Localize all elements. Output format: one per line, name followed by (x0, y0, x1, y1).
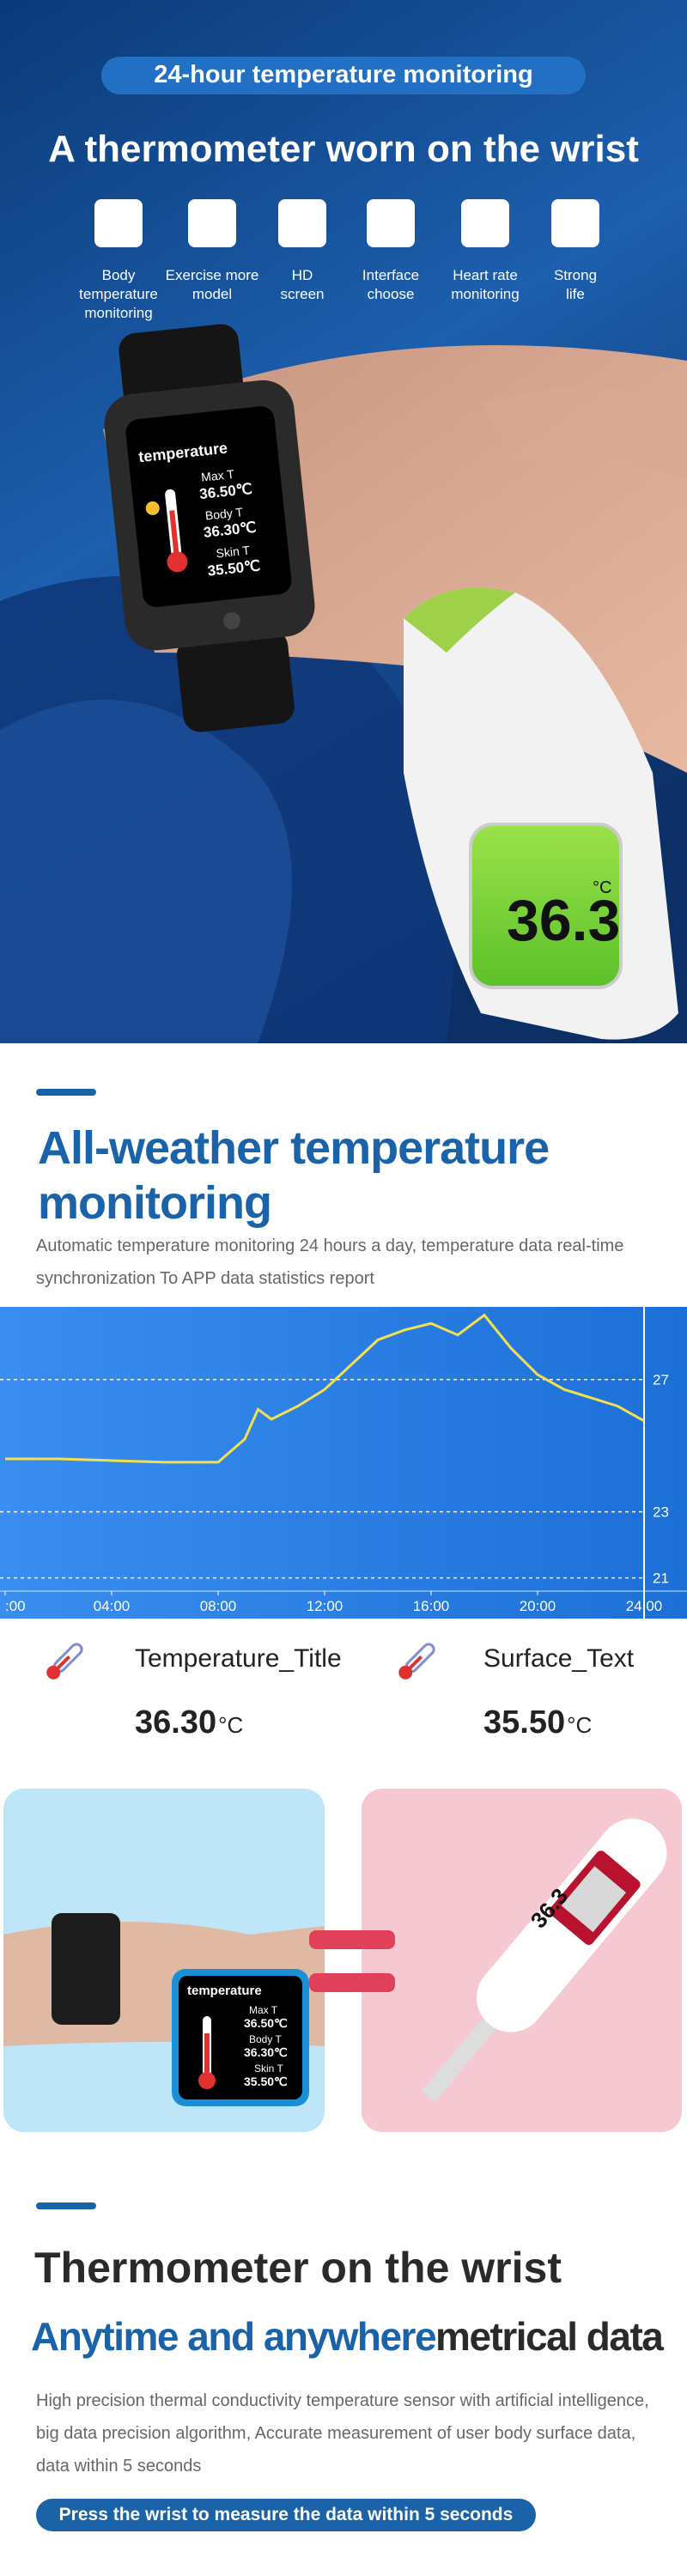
x-tick-label: 16:00 (413, 1598, 450, 1614)
reading-value: 36.30°C (135, 1704, 243, 1741)
feature-icon (188, 199, 236, 247)
feature-label: Exercise more (165, 267, 259, 283)
watch-value: 36.30℃ (244, 2045, 288, 2059)
feature: Interface choose (341, 199, 441, 304)
thermo-icon (39, 1636, 90, 1687)
feature-label: HD (291, 267, 313, 283)
feature-icon (94, 199, 143, 247)
feature-label: model (192, 286, 233, 302)
section-text: High precision thermal conductivity temp… (36, 2391, 649, 2476)
feature-label: Interface (362, 267, 420, 283)
feature-label: screen (280, 286, 325, 302)
feature: Heart rate monitoring (435, 199, 535, 304)
watch-value: 36.50℃ (244, 2016, 288, 2030)
x-tick-label: 20:00 (520, 1598, 556, 1614)
watch-label: Skin T (254, 2063, 283, 2075)
y-tick-label: 21 (653, 1571, 669, 1587)
x-tick-label: 04:00 (94, 1598, 131, 1614)
feature-label: monitoring (84, 305, 153, 321)
subtitle-highlight: Anytime and anywhere (31, 2314, 437, 2359)
y-tick-label: 27 (653, 1372, 669, 1388)
feature-label: monitoring (451, 286, 520, 302)
comparison: temperature Max T 36.50℃ Body T 36.30℃ S… (3, 1789, 682, 2132)
x-tick-label: 12:00 (307, 1598, 344, 1614)
feature-label: Body (101, 267, 136, 283)
reading-unit: °C (567, 1712, 593, 1738)
temperature-chart: 21 23 27 :00 04:00 08:00 12:00 16:00 20:00 24:00 (0, 1307, 687, 1619)
feature-label: Heart rate (453, 267, 518, 283)
feature: HD screen (252, 199, 352, 304)
feature-label: temperature (79, 286, 158, 302)
feature-icon (551, 199, 599, 247)
feature: Strong life (526, 199, 625, 304)
feature-label: Strong (553, 267, 598, 283)
hero-title: A thermometer worn on the wrist (48, 128, 639, 170)
feature: Body temperature monitoring (69, 199, 168, 323)
reading-unit: °C (218, 1712, 244, 1738)
watch-label: Skin T (216, 543, 251, 560)
data-line (5, 1313, 645, 1464)
feature-label: life (566, 286, 585, 302)
badge: 24-hour temperature monitoring (154, 61, 533, 88)
thermo-icon (391, 1636, 442, 1687)
reading-label: Surface_Text (483, 1644, 635, 1673)
reading-number: 35.50 (483, 1704, 566, 1741)
watch-title: temperature (187, 1984, 262, 1998)
gun-unit: °C (593, 878, 611, 897)
accent-bar (36, 2202, 96, 2209)
section-subtitle: Anytime and anywheremetrical data (31, 2313, 664, 2360)
hero: temperature Max T 36.50℃ Body T 36.30℃ S… (0, 0, 687, 1043)
section-text: Automatic temperature monitoring 24 hour… (36, 1236, 624, 1288)
reading-value: 35.50°C (483, 1704, 592, 1741)
thermo-glyph (46, 1643, 83, 1680)
feature-icon (461, 199, 509, 247)
feature-label: choose (367, 286, 415, 302)
reading-number: 36.30 (135, 1704, 217, 1741)
section-title: All-weather temperature monitoring (38, 1122, 550, 1229)
x-tick-label: 24:00 (626, 1598, 663, 1614)
feature-icon (367, 199, 415, 247)
cta: Press the wrist to measure the data with… (36, 2499, 536, 2531)
thermo-glyph (398, 1643, 435, 1680)
feature-icon (278, 199, 326, 247)
watch-value: 35.50℃ (244, 2075, 288, 2088)
section-title: Thermometer on the wrist (34, 2244, 562, 2292)
x-tick-label: 08:00 (200, 1598, 237, 1614)
subtitle-rest: metrical data (435, 2314, 664, 2359)
watch-label: Body T (204, 505, 244, 523)
watch-label: Max T (249, 2004, 278, 2016)
gun-reading: 36.3 (507, 888, 620, 953)
accent-bar (36, 1089, 96, 1096)
watch-label: Max T (200, 467, 235, 484)
watch-label: Body T (249, 2033, 282, 2045)
feature: Exercise more model (162, 199, 262, 304)
reading-label: Temperature_Title (135, 1644, 342, 1673)
y-tick-label: 23 (653, 1504, 669, 1521)
x-tick-label: :00 (5, 1598, 26, 1614)
